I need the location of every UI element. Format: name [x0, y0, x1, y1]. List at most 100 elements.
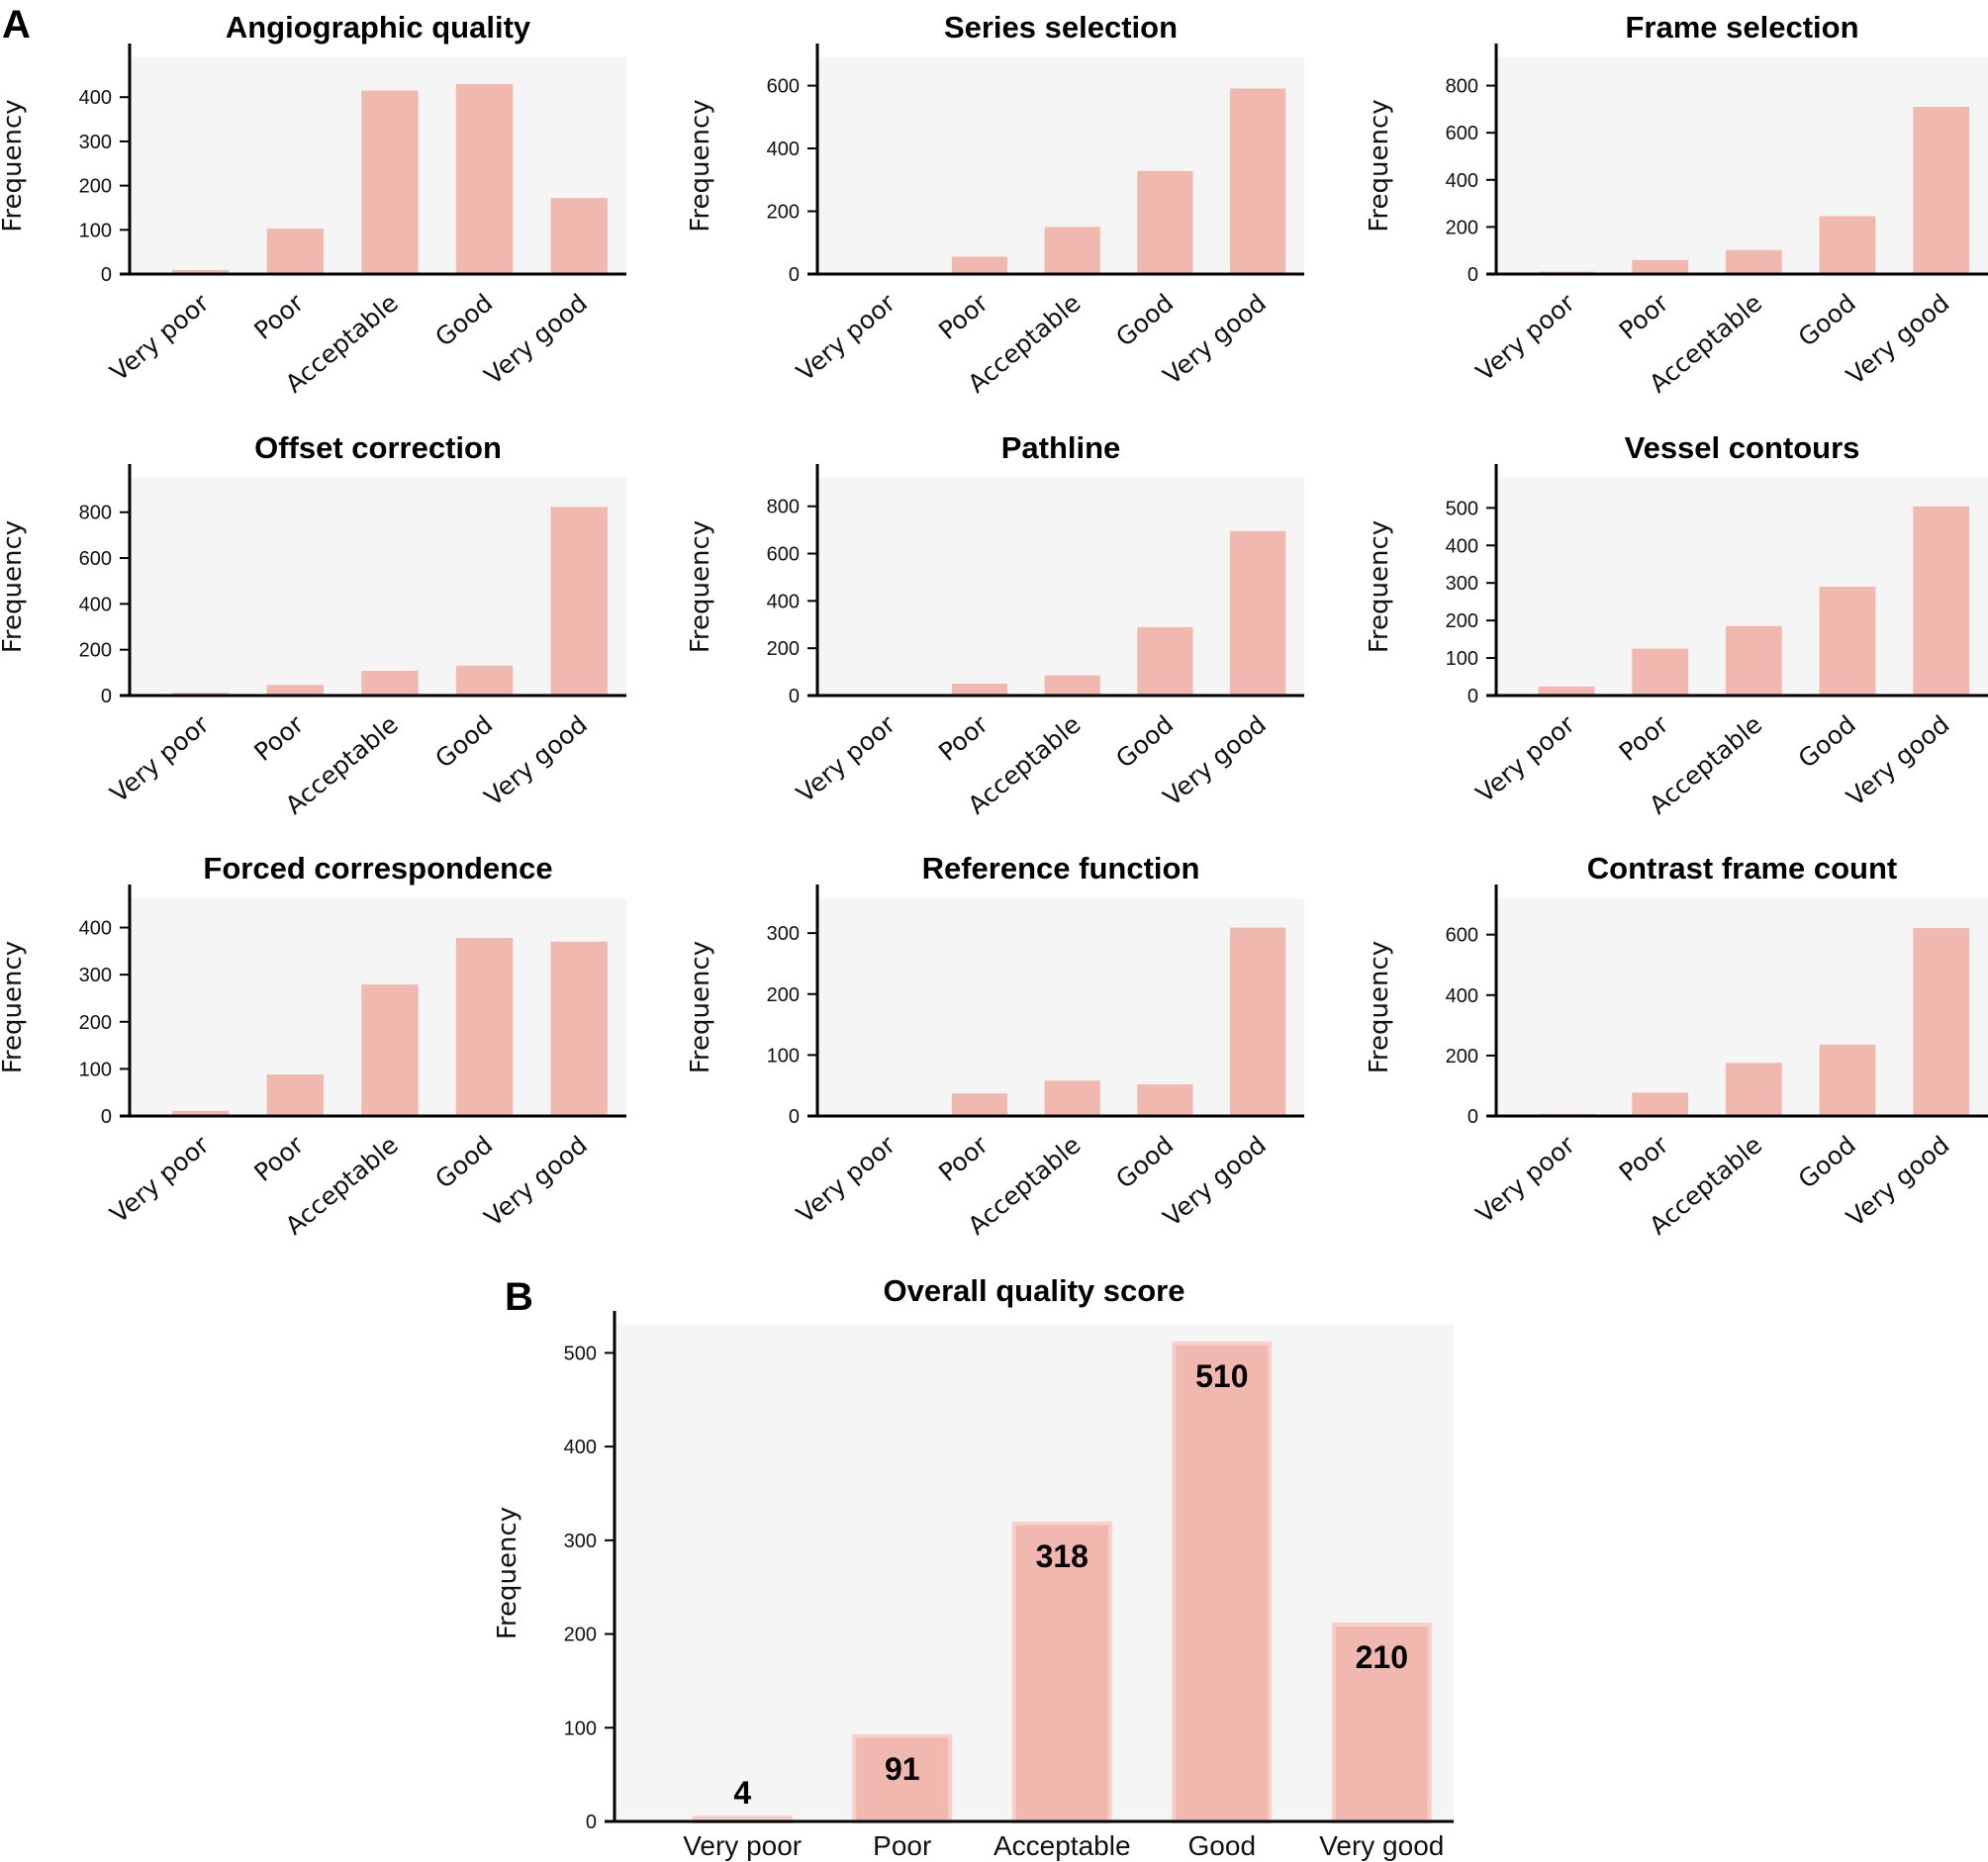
chart-title: Overall quality score: [884, 1273, 1185, 1308]
y-tick-label: 200: [1446, 1046, 1478, 1068]
x-tick-label: Very poor: [791, 1130, 900, 1229]
y-tick-label: 0: [1467, 1106, 1478, 1128]
x-tick-label: Very good: [1158, 1130, 1272, 1232]
y-tick-label: 400: [564, 1437, 597, 1458]
y-axis-label: Frequency: [1365, 99, 1394, 232]
bar-poor: [951, 256, 1008, 274]
y-tick-label: 200: [1446, 217, 1478, 238]
x-tick-label: Very poor: [105, 288, 215, 387]
bar-good: [1137, 170, 1193, 274]
x-tick-label: Very good: [1158, 709, 1272, 811]
bar-very-good: [1913, 927, 1970, 1116]
bar-very-good: [1230, 927, 1286, 1116]
y-tick-label: 0: [101, 1106, 112, 1128]
x-tick-label: Good: [429, 1130, 498, 1194]
panel-label-b: B: [505, 1275, 533, 1319]
x-tick-label: Very good: [479, 1130, 593, 1232]
chart-forced-correspondence: Forced correspondence Frequency Very poor P…: [0, 851, 626, 1241]
y-axis-label: Frequency: [493, 1507, 522, 1639]
bar-acceptable: [1044, 675, 1100, 696]
y-tick-label: 400: [79, 594, 112, 615]
bar-very-good: [1913, 106, 1970, 274]
x-tick-label: Poor: [933, 288, 994, 345]
bar-very-good: [1913, 506, 1970, 696]
y-tick-label: 0: [101, 264, 112, 286]
x-tick-label: Good: [1793, 288, 1861, 352]
bar-acceptable: [361, 670, 419, 696]
bar-good: [1819, 587, 1876, 696]
x-tick-label: Acceptable: [994, 1830, 1131, 1861]
bar-very-good: [550, 941, 608, 1116]
chart-title: Offset correction: [254, 430, 502, 465]
bar-very-good: [550, 507, 608, 696]
chart-title: Series selection: [944, 10, 1178, 45]
bar-acceptable: [1725, 625, 1782, 696]
bar-good: [455, 938, 514, 1116]
y-tick-label: 200: [79, 1012, 112, 1034]
y-tick-label: 200: [79, 176, 112, 198]
x-tick-label: Very good: [1841, 1130, 1954, 1232]
chart-title: Reference function: [922, 851, 1200, 885]
y-tick-label: 400: [1446, 170, 1478, 192]
x-tick-label: Poor: [933, 1130, 994, 1187]
y-axis-label: Frequency: [0, 99, 28, 232]
bar-poor: [1632, 1092, 1689, 1116]
y-tick-label: 0: [789, 686, 800, 707]
bar-very-poor: [1538, 686, 1595, 696]
chart-title: Forced correspondence: [203, 851, 552, 885]
y-tick-label: 0: [789, 264, 800, 286]
y-tick-label: 100: [79, 220, 112, 241]
bar-acceptable: [361, 984, 419, 1116]
y-tick-label: 300: [564, 1531, 597, 1552]
chart-contrast-frame-count: Contrast frame count Frequency Very poor Po…: [1365, 851, 1988, 1241]
bar-poor: [266, 1074, 325, 1116]
x-tick-label: Very good: [1841, 288, 1954, 390]
x-tick-label: Poor: [248, 288, 309, 345]
charts-container: Angiographic quality Frequency Very poor Po…: [0, 10, 1988, 1861]
y-axis-label: Frequency: [1365, 520, 1394, 653]
bar-good: [1172, 1341, 1273, 1823]
x-tick-label: Very good: [1158, 288, 1272, 390]
x-tick-label: Good: [429, 288, 498, 352]
y-tick-label: 500: [564, 1343, 597, 1364]
y-tick-label: 400: [767, 139, 800, 160]
x-tick-label: Very good: [479, 288, 593, 390]
bar-very-good: [550, 198, 608, 274]
bar-very-good: [1230, 88, 1286, 274]
bar-good: [1819, 216, 1876, 274]
y-tick-label: 400: [79, 918, 112, 940]
y-tick-label: 400: [79, 87, 112, 109]
y-tick-label: 400: [767, 591, 800, 612]
x-tick-label: Poor: [1614, 288, 1674, 345]
x-tick-label: Very poor: [791, 709, 900, 808]
bar-good: [1819, 1044, 1876, 1116]
y-axis-label: Frequency: [0, 941, 28, 1073]
y-axis-label: Frequency: [1365, 941, 1394, 1073]
bar-poor: [266, 685, 325, 696]
y-tick-label: 800: [1446, 76, 1478, 98]
y-tick-label: 600: [767, 544, 800, 566]
chart-title: Frame selection: [1625, 10, 1858, 45]
y-tick-label: 200: [79, 640, 112, 662]
x-tick-label: Good: [1793, 709, 1861, 774]
y-tick-label: 100: [1446, 648, 1478, 670]
y-tick-label: 100: [79, 1059, 112, 1080]
bar-poor: [852, 1733, 953, 1823]
y-axis-label: Frequency: [0, 520, 28, 653]
chart-title: Pathline: [1001, 430, 1121, 465]
bar-acceptable: [361, 90, 419, 274]
plot-background: [817, 478, 1304, 696]
y-tick-label: 400: [1446, 535, 1478, 557]
y-tick-label: 600: [767, 76, 800, 98]
bar-good: [455, 83, 514, 274]
y-axis-label: Frequency: [686, 520, 715, 653]
y-tick-label: 200: [767, 202, 800, 224]
bar-acceptable: [1725, 1063, 1782, 1116]
y-tick-label: 600: [1446, 123, 1478, 144]
bar-acceptable: [1044, 227, 1100, 274]
x-tick-label: Poor: [933, 709, 994, 767]
